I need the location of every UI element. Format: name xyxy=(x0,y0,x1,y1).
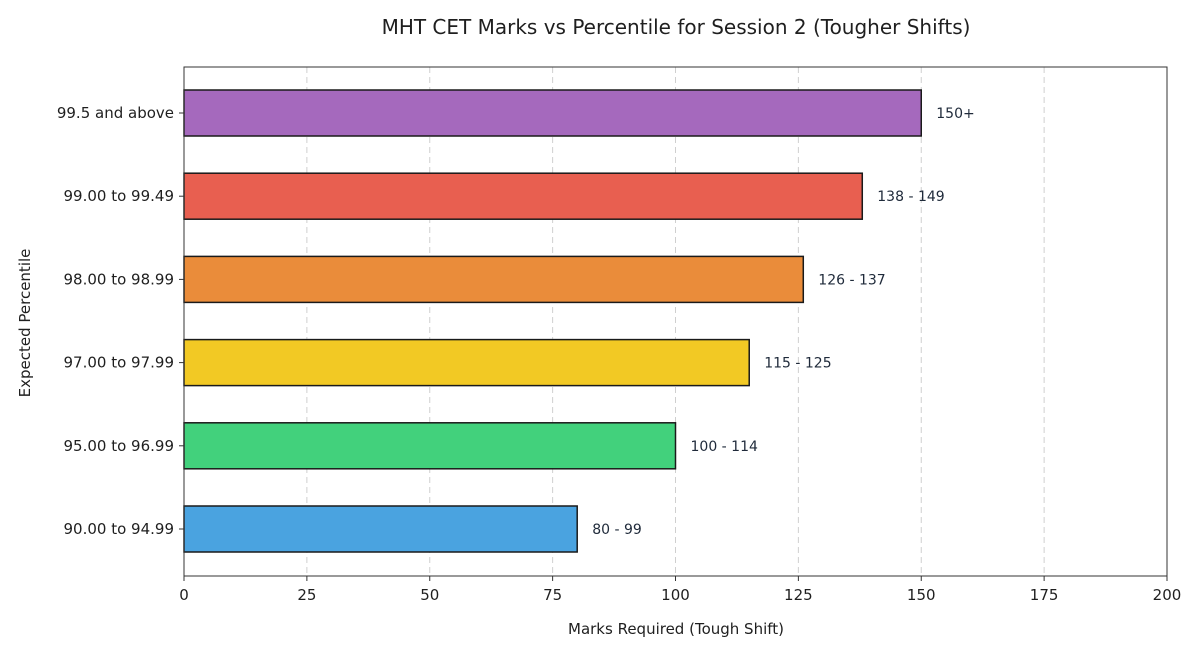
y-tick-label: 99.5 and above xyxy=(57,104,174,122)
bar xyxy=(183,89,922,137)
bar-data-label: 115 - 125 xyxy=(764,356,831,372)
y-tick-label: 97.00 to 97.99 xyxy=(64,354,174,372)
x-tick-label: 50 xyxy=(420,586,439,604)
bar xyxy=(183,422,677,470)
chart-title: MHT CET Marks vs Percentile for Session … xyxy=(382,15,971,39)
bar-data-label: 80 - 99 xyxy=(592,522,642,538)
plot-area-frame xyxy=(183,66,1168,577)
bar xyxy=(183,338,750,387)
bars xyxy=(183,89,922,553)
x-tick-label: 200 xyxy=(1153,586,1182,604)
y-tick-label: 90.00 to 94.99 xyxy=(64,520,174,538)
x-axis-ticks: 0 25 50 75 100 125 150 175 200 xyxy=(179,576,1181,604)
x-tick-label: 150 xyxy=(907,586,936,604)
gridlines xyxy=(306,67,1045,576)
y-tick-label: 99.00 to 99.49 xyxy=(64,187,174,205)
x-tick-label: 75 xyxy=(543,586,562,604)
bar-data-label: 126 - 137 xyxy=(818,272,885,288)
data-labels: 150+ 138 - 149 126 - 137 115 - 125 100 - 114… xyxy=(592,106,975,538)
x-axis-label: Marks Required (Tough Shift) xyxy=(568,620,784,638)
bar xyxy=(183,172,864,220)
x-tick-label: 100 xyxy=(661,586,690,604)
bar xyxy=(183,505,578,553)
bar-data-label: 150+ xyxy=(936,106,974,122)
bar-data-label: 100 - 114 xyxy=(691,439,758,455)
x-tick-label: 125 xyxy=(784,586,813,604)
x-tick-label: 25 xyxy=(297,586,316,604)
x-tick-label: 175 xyxy=(1030,586,1059,604)
y-axis-label: Expected Percentile xyxy=(16,249,34,398)
bar xyxy=(183,255,805,304)
y-tick-label: 98.00 to 98.99 xyxy=(64,270,174,288)
y-tick-label: 95.00 to 96.99 xyxy=(64,437,174,455)
x-tick-label: 0 xyxy=(179,586,189,604)
bar-data-label: 138 - 149 xyxy=(877,189,944,205)
y-axis-ticks: 99.5 and above 99.00 to 99.49 98.00 to 98.… xyxy=(57,104,184,538)
